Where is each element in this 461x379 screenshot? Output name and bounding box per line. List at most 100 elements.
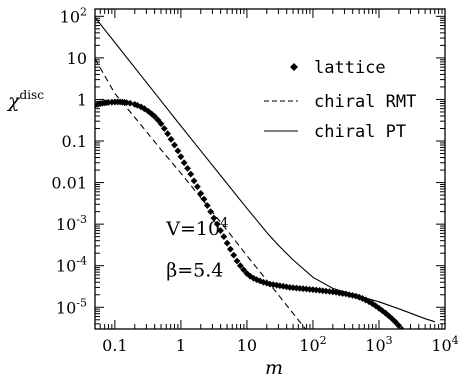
tick-base: 10	[431, 336, 451, 355]
lattice-points	[95, 98, 432, 370]
annotation: V=104	[165, 216, 228, 240]
data-point	[217, 227, 224, 234]
legend-marker-lattice	[290, 63, 298, 71]
data-point	[223, 239, 231, 247]
annotation-superscript: 4	[220, 216, 228, 231]
data-point	[309, 286, 317, 294]
data-point	[425, 363, 432, 370]
x-tick-label: 0.1	[102, 336, 127, 355]
data-point	[233, 257, 241, 265]
y-axis-symbol: χ	[6, 90, 21, 112]
data-point	[316, 286, 323, 294]
data-point	[151, 113, 159, 120]
data-point	[194, 183, 201, 191]
data-point	[157, 120, 165, 128]
data-point	[422, 358, 429, 365]
tick-base: 10	[56, 298, 76, 317]
x-tick-label: 102	[299, 334, 326, 355]
data-point	[167, 135, 175, 143]
data-point	[180, 159, 188, 167]
data-point	[365, 298, 373, 306]
data-point	[190, 177, 198, 185]
data-point	[187, 170, 195, 178]
data-point	[184, 164, 191, 172]
y-axis-label: χdisc	[6, 88, 44, 112]
y-tick-label: 10-3	[56, 213, 87, 234]
data-point	[160, 125, 168, 132]
data-point	[412, 344, 419, 351]
tick-base: 10	[299, 336, 319, 355]
data-point	[213, 220, 221, 228]
legend-label-lattice: lattice	[314, 58, 386, 78]
data-point	[329, 288, 337, 296]
data-point	[197, 189, 205, 197]
data-point	[227, 245, 234, 253]
annotation-text: V=10	[165, 218, 220, 240]
legend-label-pt: chiral PT	[314, 122, 406, 142]
data-point	[210, 214, 218, 222]
x-tick-label: 1	[176, 336, 186, 355]
data-point	[171, 141, 178, 149]
data-point	[385, 312, 393, 320]
x-tick-label: 103	[365, 334, 392, 355]
tick-exponent: 2	[320, 334, 327, 347]
tick-exponent: -4	[76, 255, 87, 268]
annotations: V=104 β=5.4	[165, 216, 228, 282]
data-point	[246, 272, 254, 280]
series-line-2	[95, 16, 435, 323]
data-point	[144, 107, 152, 115]
y-tick-label: 1	[77, 90, 87, 109]
data-point	[299, 285, 307, 293]
data-point	[207, 208, 215, 216]
tick-exponent: 2	[80, 5, 87, 18]
tick-exponent: -3	[76, 213, 87, 226]
annotation-text: β=5.4	[166, 259, 223, 281]
data-point	[359, 295, 366, 302]
x-tick-label: 104	[431, 334, 458, 355]
data-point	[399, 326, 405, 329]
data-point	[131, 101, 139, 108]
y-tick-label: 0.01	[51, 174, 87, 193]
data-point	[203, 202, 211, 209]
data-point	[200, 195, 208, 203]
data-point	[402, 330, 409, 337]
tick-exponent: 3	[386, 334, 393, 347]
data-point	[409, 339, 416, 346]
data-point	[260, 278, 267, 286]
series-line-1	[95, 58, 307, 329]
data-point	[236, 262, 244, 270]
legend-label-rmt: chiral RMT	[314, 92, 416, 112]
y-tick-label: 10-4	[56, 255, 87, 276]
data-point	[392, 318, 399, 326]
data-point	[382, 309, 390, 317]
data-point	[126, 99, 134, 107]
data-point	[263, 279, 271, 287]
data-point	[174, 147, 182, 155]
tick-base: 10	[56, 257, 76, 276]
data-point	[137, 103, 145, 111]
tick-base: 10	[56, 215, 76, 234]
x-tick-label: 10	[237, 336, 257, 355]
y-axis-superscript: disc	[20, 88, 45, 102]
data-point	[240, 266, 248, 274]
data-point	[177, 153, 185, 161]
data-point	[419, 353, 426, 360]
data-point	[405, 335, 412, 342]
legend: lattice chiral RMT chiral PT	[264, 58, 416, 142]
annotation: β=5.4	[166, 259, 223, 281]
data-point	[230, 251, 238, 259]
x-axis-label: m	[265, 357, 283, 379]
y-tick-label: 10	[67, 49, 87, 68]
plot-frame	[94, 8, 446, 330]
series-lines	[95, 16, 435, 329]
data-point	[164, 130, 172, 138]
data-point	[415, 348, 422, 355]
y-tick-label: 0.1	[62, 132, 87, 151]
tick-exponent: -5	[76, 296, 87, 309]
tick-base: 10	[60, 7, 80, 26]
data-point	[154, 116, 162, 124]
data-point	[220, 233, 228, 241]
y-tick-label: 102	[60, 5, 87, 26]
